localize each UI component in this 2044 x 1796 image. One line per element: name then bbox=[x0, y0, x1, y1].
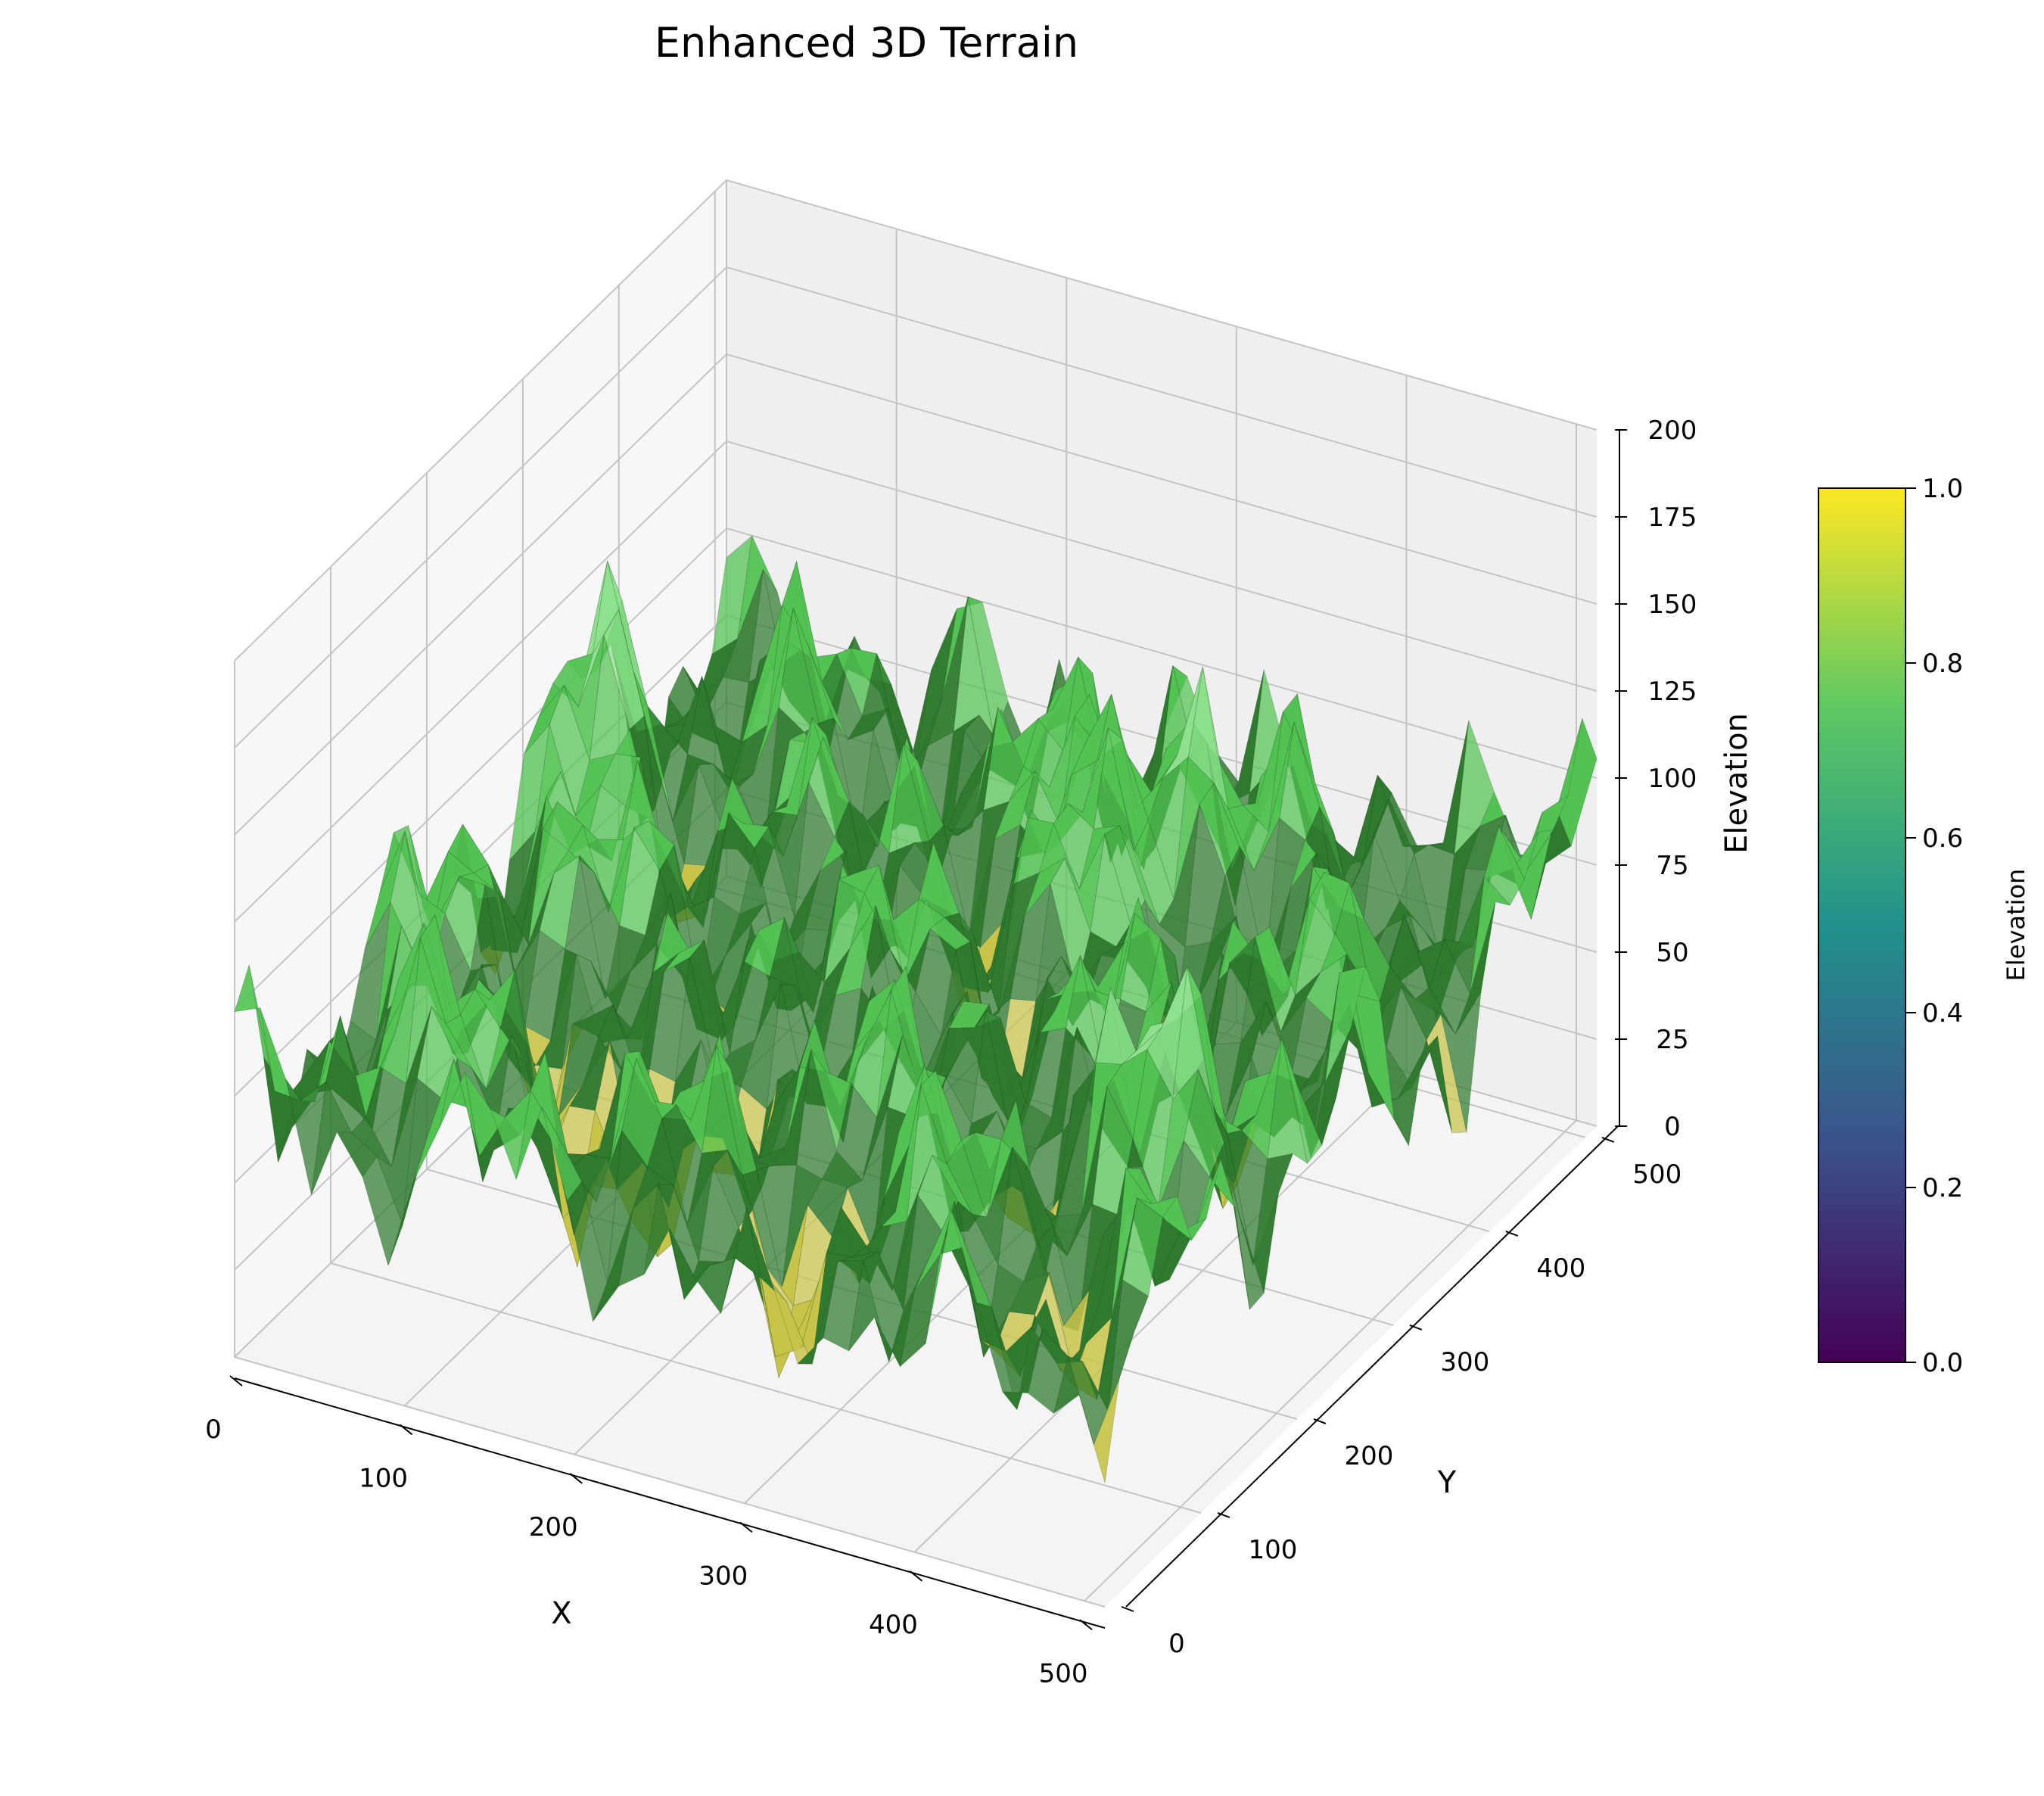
y-tick-mark bbox=[1601, 1136, 1615, 1143]
y-tick-label: 500 bbox=[1632, 1159, 1682, 1190]
colorbar-gradient bbox=[1818, 487, 1906, 1363]
terrain-patch bbox=[1454, 901, 1496, 1035]
y-axis-label: Y bbox=[1437, 1465, 1457, 1500]
colorbar-label: Elevation bbox=[2002, 869, 2030, 982]
z-tick-label: 50 bbox=[1656, 938, 1688, 968]
x-tick-label: 500 bbox=[1039, 1658, 1088, 1689]
y-tick-mark bbox=[1313, 1418, 1327, 1424]
terrain-patch bbox=[1324, 966, 1366, 1083]
x-axis-line bbox=[234, 1377, 1106, 1629]
colorbar: 0.0 0.2 0.4 0.6 0.8 1.0 Elevation bbox=[1818, 474, 2030, 1378]
y-tick-label: 400 bbox=[1536, 1253, 1585, 1284]
tick-labels: 0 100 200 300 400 500 0 100 200 300 400 500 0 25 50 75 1… bbox=[205, 416, 1697, 1689]
x-tick-label: 200 bbox=[529, 1512, 578, 1542]
x-tick-mark bbox=[569, 1473, 583, 1484]
y-tick-mark bbox=[1409, 1324, 1423, 1331]
z-axis-label: Elevation bbox=[1719, 713, 1754, 854]
x-tick-label: 400 bbox=[869, 1610, 918, 1640]
z-tick-label: 150 bbox=[1648, 590, 1697, 620]
x-axis-label: X bbox=[551, 1596, 571, 1631]
y-tick-mark bbox=[1217, 1512, 1230, 1518]
z-tick-label: 75 bbox=[1656, 851, 1688, 881]
terrain-patch bbox=[1267, 1038, 1308, 1164]
z-gridline bbox=[234, 266, 1598, 749]
terrain-patch bbox=[1556, 717, 1598, 848]
x-tick-mark bbox=[909, 1570, 923, 1582]
y-tick-mark bbox=[1121, 1606, 1134, 1612]
terrain-surface bbox=[234, 534, 1598, 1483]
chart-title: Enhanced 3D Terrain bbox=[655, 19, 1078, 67]
z-tick-label: 0 bbox=[1664, 1112, 1681, 1142]
z-gridline bbox=[234, 179, 1598, 661]
z-tick-label: 125 bbox=[1648, 677, 1697, 707]
y-tick-label: 300 bbox=[1440, 1347, 1489, 1377]
z-tick-label: 100 bbox=[1648, 764, 1697, 794]
z-tick-label: 200 bbox=[1648, 416, 1697, 446]
terrain-patch bbox=[1310, 1029, 1352, 1158]
terrain-patch bbox=[1281, 1038, 1323, 1165]
z-tick-label: 175 bbox=[1648, 503, 1697, 533]
x-tick-mark bbox=[739, 1521, 753, 1533]
colorbar-tick-label: 0.2 bbox=[1922, 1173, 1963, 1203]
x-tick-label: 100 bbox=[359, 1463, 408, 1493]
x-tick-label: 300 bbox=[698, 1561, 748, 1591]
y-tick-mark bbox=[1505, 1230, 1519, 1237]
y-tick-label: 100 bbox=[1249, 1535, 1298, 1565]
colorbar-tick-label: 0.0 bbox=[1922, 1348, 1963, 1378]
colorbar-tick-label: 0.6 bbox=[1922, 823, 1963, 854]
x-tick-label: 0 bbox=[205, 1415, 222, 1445]
z-tick-label: 25 bbox=[1656, 1025, 1688, 1055]
colorbar-tick-label: 0.4 bbox=[1922, 998, 1963, 1029]
colorbar-ticks: 0.0 0.2 0.4 0.6 0.8 1.0 bbox=[1906, 474, 1963, 1378]
terrain-patch bbox=[1252, 1153, 1294, 1265]
terrain-patch bbox=[1078, 1378, 1120, 1483]
x-tick-mark bbox=[229, 1375, 243, 1387]
terrain-patch bbox=[1122, 1197, 1163, 1297]
terrain-patch bbox=[1194, 1157, 1236, 1230]
y-tick-label: 200 bbox=[1344, 1441, 1393, 1471]
z-gridline bbox=[234, 440, 1598, 923]
colorbar-tick-label: 0.8 bbox=[1922, 649, 1963, 679]
x-tick-mark bbox=[399, 1424, 413, 1436]
z-gridline bbox=[234, 353, 1598, 836]
colorbar-tick-label: 1.0 bbox=[1922, 474, 1963, 504]
x-tick-mark bbox=[1079, 1619, 1093, 1631]
y-tick-label: 0 bbox=[1168, 1629, 1185, 1659]
y-axis-line bbox=[1125, 1125, 1619, 1608]
